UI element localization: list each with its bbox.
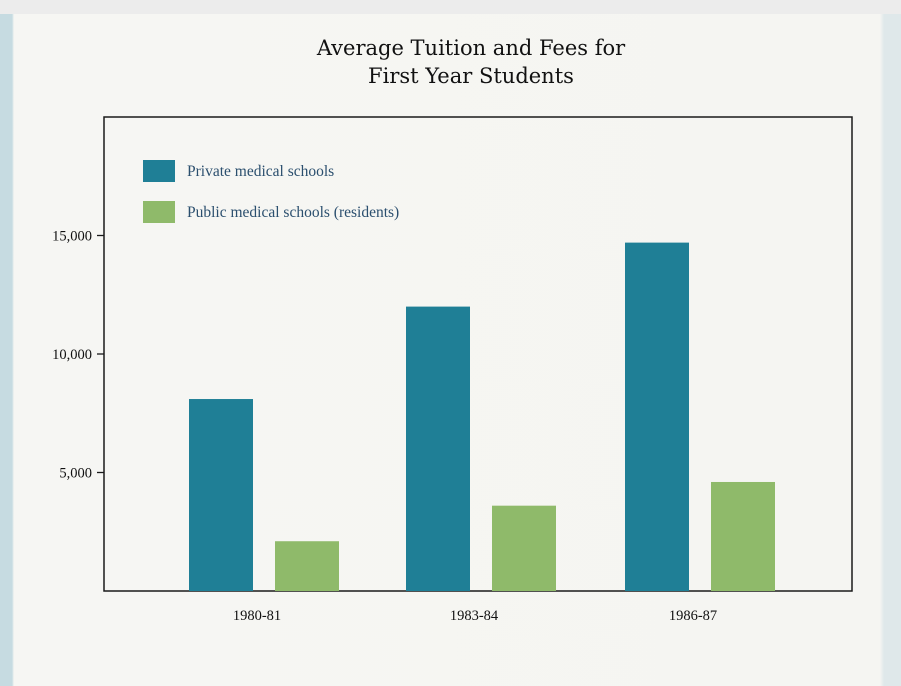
- bar-public-1980-81: [275, 541, 339, 591]
- x-axis-labels: 1980-81 1983-84 1986-87: [233, 608, 717, 624]
- y-axis: 5,000 10,000 15,000: [52, 229, 104, 482]
- bar-public-1983-84: [492, 505, 556, 591]
- bar-private-1983-84: [406, 306, 470, 591]
- legend-swatch: [143, 160, 175, 182]
- chart-title-line-1: Average Tuition and Fees for: [316, 36, 626, 60]
- x-tick-label: 1983-84: [450, 608, 499, 624]
- chart-title: Average Tuition and Fees for First Year …: [316, 36, 626, 88]
- bars: [189, 242, 775, 592]
- bar-private-1980-81: [189, 399, 253, 591]
- legend-swatch: [143, 201, 175, 223]
- legend: Private medical schools Public medical sc…: [143, 160, 399, 223]
- chart-title-line-2: First Year Students: [368, 64, 574, 88]
- bar-public-1986-87: [711, 481, 775, 591]
- x-tick-label: 1986-87: [669, 608, 717, 624]
- y-tick-label: 5,000: [59, 466, 92, 482]
- y-tick-label: 15,000: [52, 229, 92, 245]
- bar-private-1986-87: [625, 242, 689, 592]
- legend-label: Private medical schools: [187, 163, 334, 180]
- x-tick-label: 1980-81: [233, 608, 281, 624]
- top-strip: [0, 0, 901, 14]
- legend-label: Public medical schools (residents): [187, 204, 399, 221]
- y-tick-label: 10,000: [52, 347, 92, 363]
